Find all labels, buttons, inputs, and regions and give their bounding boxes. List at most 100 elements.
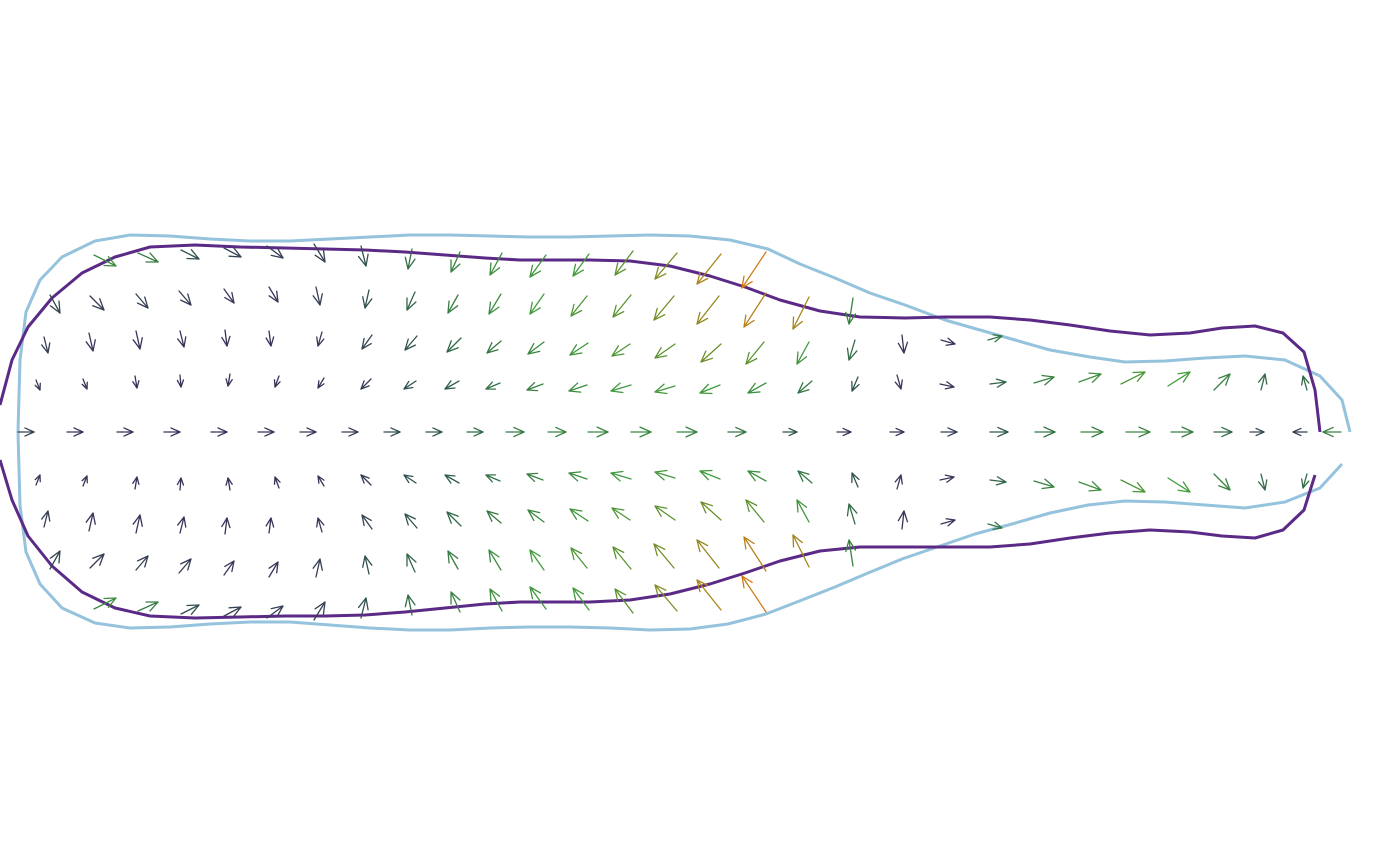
vector-arrow bbox=[50, 295, 60, 313]
vector-arrow bbox=[318, 378, 324, 388]
vector-arrow bbox=[697, 540, 719, 568]
vector-arrow bbox=[1121, 372, 1145, 384]
vector-arrow bbox=[489, 550, 501, 570]
vector-arrow bbox=[179, 291, 191, 305]
vector-arrow bbox=[82, 476, 87, 486]
vector-arrow bbox=[136, 556, 148, 570]
arrow-layer bbox=[18, 244, 1341, 620]
vector-arrow bbox=[846, 540, 856, 566]
vector-arrow bbox=[1168, 478, 1190, 492]
vector-arrow bbox=[847, 340, 856, 360]
vector-arrow bbox=[274, 477, 280, 488]
vector-arrow bbox=[445, 381, 459, 389]
vector-arrow bbox=[1034, 375, 1054, 384]
vector-arrow bbox=[700, 471, 720, 480]
vector-arrow bbox=[677, 427, 697, 437]
inner-outline-layer bbox=[0, 245, 1320, 618]
vector-arrow bbox=[571, 296, 587, 316]
vector-arrow bbox=[363, 290, 372, 308]
vector-arrow bbox=[1034, 479, 1054, 488]
vector-arrow bbox=[1168, 372, 1190, 386]
vector-arrow bbox=[86, 333, 95, 351]
vector-arrow bbox=[898, 511, 907, 529]
vector-arrow bbox=[852, 473, 859, 487]
vector-arrow bbox=[318, 476, 324, 486]
vector-arrow bbox=[612, 508, 630, 520]
vector-arrow bbox=[611, 471, 631, 480]
vector-arrow bbox=[1121, 480, 1145, 492]
vector-arrow bbox=[898, 335, 907, 353]
vector-arrow bbox=[797, 500, 809, 522]
vector-arrow bbox=[697, 296, 719, 324]
vector-arrow bbox=[266, 331, 274, 346]
vector-arrow bbox=[490, 589, 502, 611]
vector-arrow bbox=[530, 294, 544, 314]
vector-arrow bbox=[1302, 474, 1309, 488]
vector-arrow bbox=[222, 330, 230, 346]
vector-arrow bbox=[164, 428, 180, 436]
vector-arrow bbox=[530, 550, 544, 570]
vector-arrow bbox=[890, 428, 904, 435]
vector-arrow bbox=[613, 295, 631, 317]
vector-arrow bbox=[940, 382, 954, 389]
vector-arrow bbox=[895, 375, 902, 389]
vector-arrow bbox=[940, 475, 954, 482]
vector-arrow bbox=[269, 562, 278, 577]
vector-arrow bbox=[895, 475, 902, 489]
vector-arrow bbox=[451, 592, 460, 612]
vector-arrow bbox=[941, 338, 955, 345]
vector-arrow bbox=[798, 381, 812, 393]
vector-arrow bbox=[50, 551, 60, 569]
vector-arrow bbox=[362, 335, 372, 349]
vector-arrow bbox=[573, 254, 589, 276]
vector-arrow bbox=[990, 477, 1006, 485]
vector-arrow bbox=[490, 253, 502, 275]
vector-arrow bbox=[852, 377, 859, 391]
vector-arrow bbox=[793, 297, 809, 329]
vector-arrow bbox=[1259, 374, 1267, 390]
vector-arrow bbox=[467, 428, 483, 436]
vector-arrow bbox=[138, 602, 158, 611]
vector-arrow bbox=[654, 544, 674, 568]
vector-arrow bbox=[1250, 428, 1264, 435]
vector-arrow bbox=[133, 515, 142, 533]
vector-arrow bbox=[133, 477, 139, 489]
vector-arrow bbox=[405, 336, 417, 350]
vector-arrow bbox=[136, 294, 148, 308]
vector-arrow bbox=[211, 428, 227, 436]
vector-arrow bbox=[528, 510, 544, 522]
vector-arrow bbox=[631, 427, 651, 437]
vector-arrow bbox=[941, 519, 955, 526]
vector-arrow bbox=[133, 376, 139, 388]
vector-arrow bbox=[990, 427, 1008, 436]
vector-arrow bbox=[133, 331, 142, 349]
vector-arrow bbox=[178, 331, 186, 347]
vector-arrow bbox=[742, 252, 766, 288]
vector-arrow bbox=[748, 471, 766, 481]
vector-arrow bbox=[138, 253, 158, 262]
vector-arrow bbox=[361, 379, 371, 389]
vector-arrow bbox=[177, 375, 183, 387]
vector-arrow bbox=[224, 289, 234, 303]
vector-arrow bbox=[447, 338, 461, 352]
vector-arrow bbox=[35, 475, 40, 485]
vector-arrow bbox=[90, 296, 104, 310]
vector-arrow bbox=[746, 500, 764, 522]
vector-arrow bbox=[798, 471, 812, 483]
vector-arrow bbox=[177, 478, 183, 490]
vector-arrow bbox=[35, 380, 40, 390]
vector-arrow bbox=[224, 607, 241, 616]
vector-arrow bbox=[655, 506, 675, 520]
vector-arrow bbox=[941, 428, 957, 436]
vector-arrow bbox=[226, 374, 232, 386]
vector-arrow bbox=[82, 379, 87, 389]
vector-arrow bbox=[588, 427, 608, 437]
vector-arrow bbox=[361, 475, 371, 485]
vector-arrow bbox=[342, 428, 358, 436]
vector-arrow bbox=[612, 344, 630, 356]
vector-arrow bbox=[405, 514, 417, 528]
vector-arrow bbox=[300, 428, 316, 436]
vector-arrow bbox=[224, 561, 234, 575]
vector-arrow bbox=[86, 513, 95, 531]
vector-arrow bbox=[1035, 427, 1055, 437]
